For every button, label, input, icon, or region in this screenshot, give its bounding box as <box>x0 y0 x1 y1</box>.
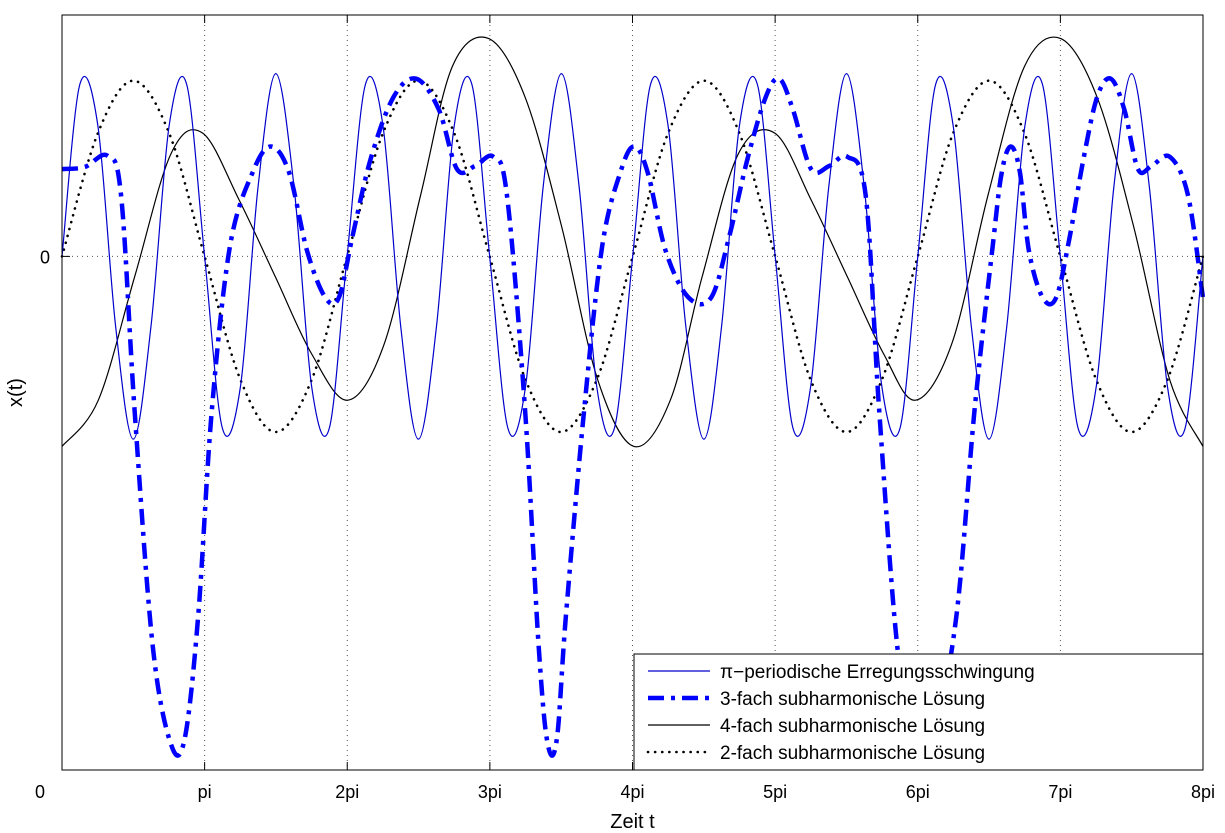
x-tick-label: 8pi <box>1191 782 1215 802</box>
x-tick-label: 5pi <box>763 782 787 802</box>
y-tick-label: 0 <box>40 247 50 267</box>
y-axis-label: x(t) <box>5 378 27 407</box>
legend-label-1: π−periodische Erregungsschwingung <box>720 662 1035 683</box>
x-tick-label: 3pi <box>478 782 502 802</box>
axis-ticks: 0 pi 2pi 3pi 4pi 5pi 6pi 7pi 8pi 0 <box>35 15 1215 802</box>
x-tick-label: 0 <box>35 782 45 802</box>
x-axis-label: Zeit t <box>610 811 655 833</box>
x-tick-label: 7pi <box>1048 782 1072 802</box>
series-line-3 <box>61 36 1204 448</box>
x-tick-label: 6pi <box>906 782 930 802</box>
x-tick-label: 2pi <box>335 782 359 802</box>
x-tick-label: pi <box>198 782 212 802</box>
legend-label-3: 4-fach subharmonische Lösung <box>720 716 985 737</box>
legend-label-2: 3-fach subharmonische Lösung <box>720 689 985 710</box>
legend: π−periodische Erregungsschwingung 3-fach … <box>633 653 1204 771</box>
legend-box <box>633 653 1204 771</box>
series-line-2 <box>61 76 1206 758</box>
series-line-4 <box>60 79 1205 434</box>
series-layer <box>60 36 1206 758</box>
series-line-1 <box>61 73 1204 440</box>
x-tick-label: 4pi <box>620 782 644 802</box>
legend-label-4: 2-fach subharmonische Lösung <box>720 743 985 764</box>
